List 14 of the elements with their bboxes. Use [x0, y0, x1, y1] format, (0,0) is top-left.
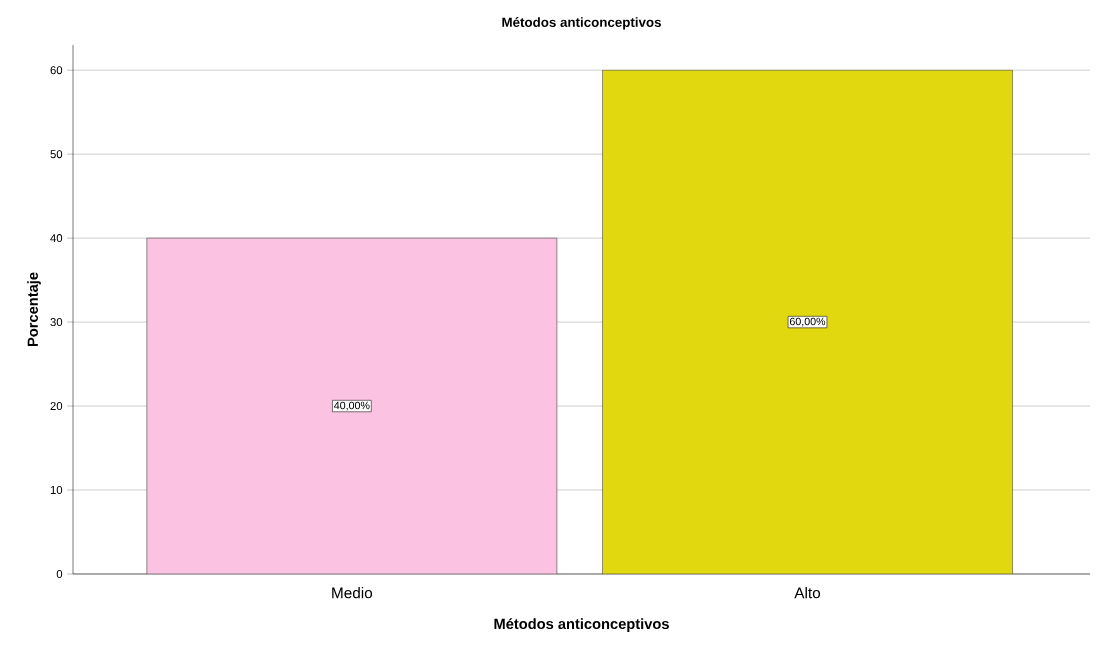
- data-label: 40,00%: [334, 401, 370, 411]
- x-axis-title: Métodos anticonceptivos: [494, 618, 669, 632]
- y-tick-label: 40: [50, 234, 63, 243]
- x-tick-label: Medio: [332, 587, 373, 599]
- y-tick-label: 60: [50, 66, 63, 75]
- x-tick-label: Alto: [794, 587, 821, 599]
- y-tick-label: 30: [50, 318, 63, 327]
- y-tick-label: 20: [50, 402, 63, 411]
- y-tick-label: 50: [50, 150, 63, 159]
- y-tick-label: 0: [56, 569, 63, 578]
- chart-title: Métodos anticonceptivos: [502, 17, 661, 30]
- y-tick-label: 10: [50, 486, 63, 495]
- y-axis-title: Porcentaje: [27, 272, 41, 346]
- data-label: 60,00%: [789, 317, 826, 327]
